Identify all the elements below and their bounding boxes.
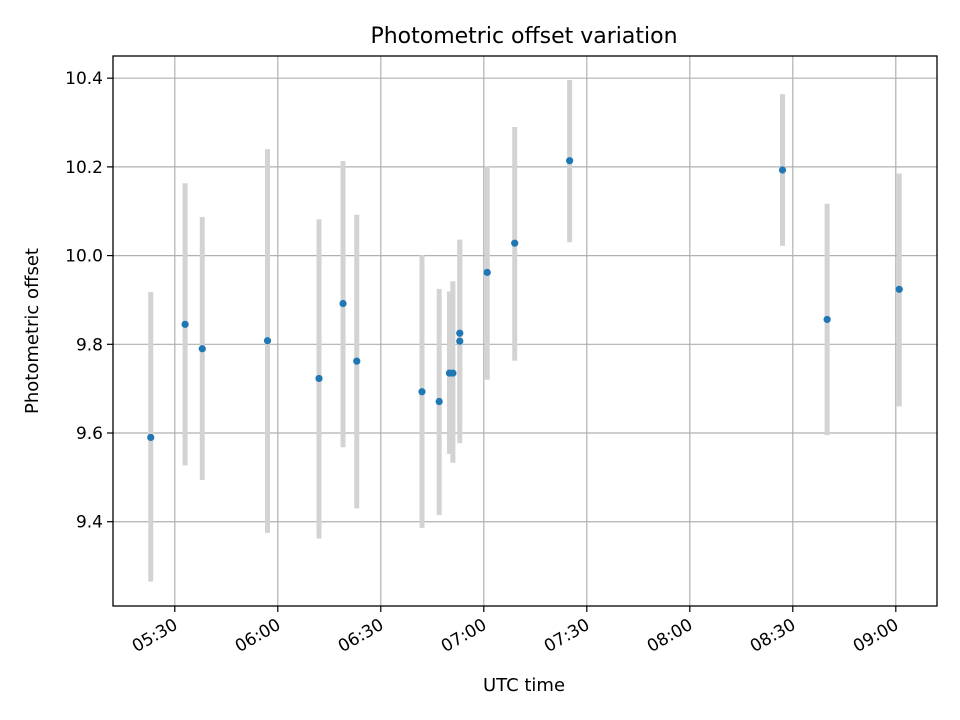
data-point bbox=[511, 239, 519, 247]
x-tick-label: 05:30 bbox=[129, 615, 181, 657]
data-point bbox=[263, 337, 272, 345]
x-tick-label: 08:00 bbox=[644, 615, 696, 657]
x-axis-ticks: 05:30 06:00 06:30 07:00 07:30 08:00 08:30 09:00 bbox=[129, 606, 902, 657]
data-point bbox=[456, 337, 464, 345]
data-point bbox=[449, 369, 457, 377]
data-points bbox=[147, 157, 903, 442]
plot-frame bbox=[112, 55, 938, 607]
data-point bbox=[339, 299, 347, 308]
y-tick-label: 9.6 bbox=[76, 424, 103, 444]
x-tick-label: 09:00 bbox=[850, 615, 902, 657]
data-point bbox=[823, 315, 831, 324]
y-tick-label: 10.2 bbox=[65, 158, 103, 178]
y-tick-label: 9.4 bbox=[76, 513, 103, 533]
data-point bbox=[315, 374, 323, 383]
data-point bbox=[483, 268, 491, 277]
x-axis-label: UTC time bbox=[483, 675, 565, 696]
x-tick-label: 08:30 bbox=[747, 615, 799, 657]
data-point bbox=[566, 157, 574, 165]
y-tick-label: 10.0 bbox=[65, 247, 103, 267]
data-point bbox=[198, 345, 206, 353]
data-point bbox=[147, 433, 155, 442]
grid bbox=[113, 56, 937, 606]
y-tick-label: 9.8 bbox=[76, 335, 103, 355]
y-tick-label: 10.4 bbox=[65, 69, 103, 89]
data-point bbox=[456, 329, 464, 337]
y-axis-label: Photometric offset bbox=[22, 248, 43, 414]
data-point bbox=[418, 388, 426, 396]
data-point bbox=[895, 285, 903, 293]
data-point bbox=[181, 320, 189, 328]
x-tick-label: 07:30 bbox=[541, 615, 593, 657]
x-tick-label: 06:30 bbox=[335, 615, 387, 657]
data-point bbox=[778, 166, 787, 174]
data-point bbox=[435, 397, 443, 406]
chart-title: Photometric offset variation bbox=[370, 24, 677, 49]
error-bars bbox=[148, 79, 902, 582]
x-tick-label: 06:00 bbox=[232, 615, 284, 657]
x-tick-label: 07:00 bbox=[438, 615, 490, 657]
data-point bbox=[353, 357, 361, 365]
y-axis-ticks: 9.4 9.6 9.8 10.0 10.2 10.4 bbox=[65, 69, 113, 533]
